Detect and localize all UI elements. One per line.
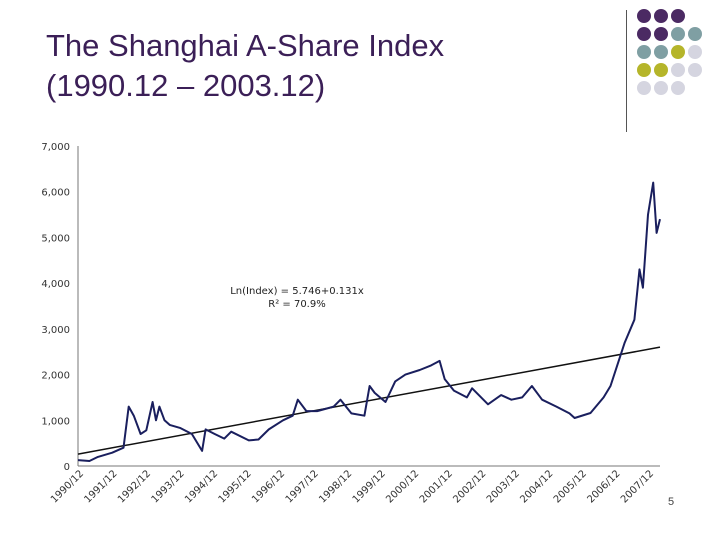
annotation-equation: Ln(Index) = 5.746+0.131x bbox=[230, 286, 364, 297]
y-tick-label: 7,000 bbox=[41, 142, 70, 153]
y-tick-label: 6,000 bbox=[41, 188, 70, 199]
decor-dot bbox=[654, 27, 668, 41]
decor-dot bbox=[671, 45, 685, 59]
page-number: 5 bbox=[668, 496, 675, 508]
x-tick-label: 1993/12 bbox=[150, 468, 187, 505]
decor-dot bbox=[637, 45, 651, 59]
y-tick-label: 4,000 bbox=[41, 279, 70, 290]
decorative-dot-grid bbox=[637, 9, 702, 95]
y-tick-label: 3,000 bbox=[41, 325, 70, 336]
decor-dot bbox=[654, 63, 668, 77]
decor-dot bbox=[637, 27, 651, 41]
y-tick-labels: 0 1,000 2,000 3,000 4,000 5,000 6,000 7,000 bbox=[41, 142, 70, 473]
index-line-chart: 0 1,000 2,000 3,000 4,000 5,000 6,000 7,000 199… bbox=[41, 142, 661, 505]
annotation-r-squared: R² = 70.9% bbox=[268, 299, 325, 310]
chart-axes bbox=[77, 146, 660, 467]
decor-dot bbox=[654, 9, 668, 23]
x-tick-label: 2000/12 bbox=[384, 468, 421, 505]
x-tick-label: 1991/12 bbox=[82, 468, 119, 505]
regression-annotation: Ln(Index) = 5.746+0.131x R² = 70.9% bbox=[230, 286, 364, 310]
y-tick-label: 2,000 bbox=[41, 371, 70, 382]
decor-dot bbox=[654, 45, 668, 59]
x-tick-label: 2002/12 bbox=[451, 468, 488, 505]
x-tick-label: 2003/12 bbox=[485, 468, 522, 505]
decor-dot bbox=[671, 27, 685, 41]
decor-dot bbox=[671, 9, 685, 23]
trend-line-group bbox=[77, 346, 661, 455]
title-line-1: The Shanghai A-Share Index bbox=[46, 28, 445, 63]
x-tick-label: 1996/12 bbox=[250, 468, 287, 505]
decor-dot bbox=[654, 81, 668, 95]
decor-dot bbox=[688, 63, 702, 77]
trend-line bbox=[77, 346, 661, 455]
decor-dot bbox=[671, 81, 685, 95]
decor-dot bbox=[637, 81, 651, 95]
x-tick-label: 2004/12 bbox=[518, 468, 555, 505]
decor-dot bbox=[688, 45, 702, 59]
x-tick-label: 2001/12 bbox=[418, 468, 455, 505]
decorative-divider bbox=[626, 10, 627, 132]
page-title: The Shanghai A-Share Index (1990.12 – 20… bbox=[46, 26, 444, 106]
x-tick-label: 1994/12 bbox=[183, 468, 220, 505]
x-tick-label: 2005/12 bbox=[552, 468, 589, 505]
x-tick-label: 1997/12 bbox=[284, 468, 321, 505]
decor-dot bbox=[671, 63, 685, 77]
x-tick-labels: 1990/121991/121992/121993/121994/121995/… bbox=[49, 468, 656, 505]
series-group bbox=[77, 181, 661, 462]
x-tick-label: 1998/12 bbox=[317, 468, 354, 505]
x-tick-label: 1990/12 bbox=[49, 468, 86, 505]
x-tick-label: 2007/12 bbox=[619, 468, 656, 505]
x-tick-label: 1995/12 bbox=[217, 468, 254, 505]
x-tick-label: 2006/12 bbox=[585, 468, 622, 505]
x-tick-label: 1992/12 bbox=[116, 468, 153, 505]
title-line-2: (1990.12 – 2003.12) bbox=[46, 68, 326, 103]
y-tick-label: 5,000 bbox=[41, 233, 70, 244]
y-tick-label: 0 bbox=[64, 462, 70, 473]
decor-dot bbox=[637, 63, 651, 77]
series-line bbox=[77, 181, 661, 462]
y-tick-label: 1,000 bbox=[41, 416, 70, 427]
x-tick-label: 1999/12 bbox=[351, 468, 388, 505]
decor-dot bbox=[637, 9, 651, 23]
decor-dot bbox=[688, 27, 702, 41]
